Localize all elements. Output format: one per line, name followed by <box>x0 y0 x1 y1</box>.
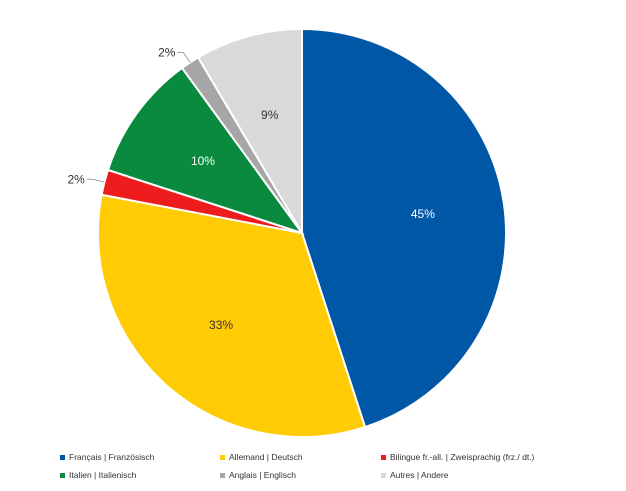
slice-allemand <box>97 193 367 438</box>
legend-label: Français | Französisch <box>69 452 155 462</box>
label-anglais: 2% <box>158 45 176 59</box>
legend-label: Autres | Andere <box>390 470 449 480</box>
label-italien: 10% <box>191 154 215 168</box>
legend-label: Allemand | Deutsch <box>229 452 303 462</box>
legend-swatch <box>381 472 386 478</box>
label-autres: 9% <box>261 108 279 122</box>
label-bilingue: 2% <box>67 172 85 186</box>
slice-italien <box>106 66 305 235</box>
slice-autres <box>196 27 303 237</box>
legend-label: Italien | Italienisch <box>69 470 137 480</box>
legend-swatch <box>220 472 225 478</box>
legend-item-francais: Français | Französisch <box>60 452 154 462</box>
legend-swatch <box>381 454 386 460</box>
legend-item-allemand: Allemand | Deutsch <box>220 452 303 462</box>
legend-item-italien: Italien | Italienisch <box>60 470 136 480</box>
leader-line <box>177 52 191 63</box>
legend-item-autres: Autres | Andere <box>381 470 448 480</box>
legend-label: Anglais | Englisch <box>229 470 296 480</box>
legend-swatch <box>220 454 225 460</box>
legend-item-bilingue: Bilingue fr.-all. | Zweisprachig (frz./ … <box>381 452 534 462</box>
legend-swatch <box>60 454 65 460</box>
slice-francais <box>301 27 507 429</box>
label-allemand: 33% <box>209 318 233 332</box>
leader-line <box>86 178 105 183</box>
legend-label: Bilingue fr.-all. | Zweisprachig (frz./ … <box>390 452 535 462</box>
label-francais: 45% <box>411 207 435 221</box>
legend-item-anglais: Anglais | Englisch <box>220 470 296 480</box>
legend-swatch <box>60 472 65 478</box>
